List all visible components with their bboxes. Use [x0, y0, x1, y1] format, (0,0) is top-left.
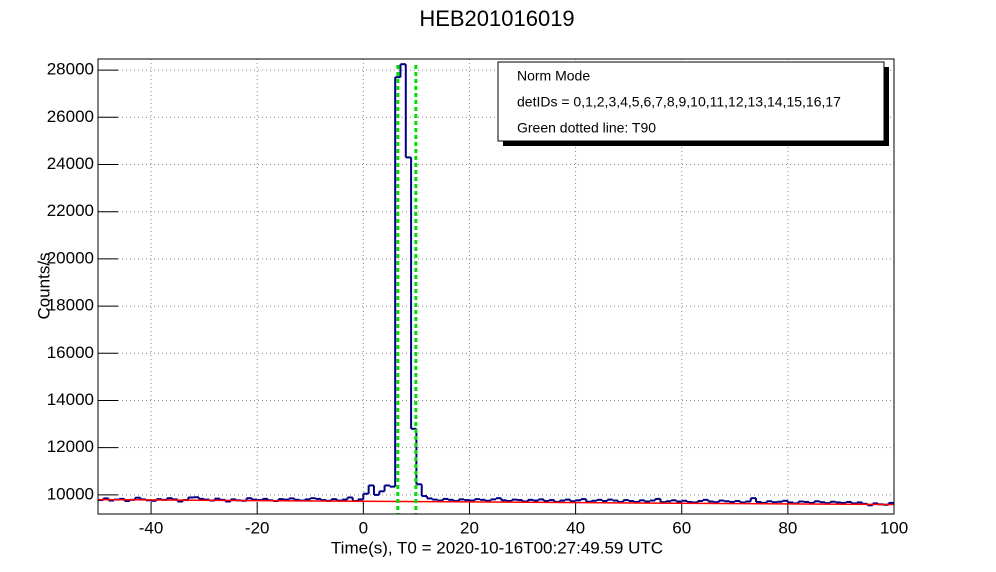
y-tick-label: 14000 — [47, 390, 94, 409]
legend-entry: detIDs = 0,1,2,3,4,5,6,7,8,9,10,11,12,13… — [517, 94, 841, 110]
chart-title: HEB201016019 — [419, 6, 574, 31]
x-tick-label: 20 — [460, 518, 479, 537]
x-axis-label: Time(s), T0 = 2020-10-16T00:27:49.59 UTC — [331, 538, 663, 557]
x-tick-label: 0 — [359, 518, 368, 537]
y-tick-label: 18000 — [47, 296, 94, 315]
y-tick-label: 22000 — [47, 201, 94, 220]
y-axis-label: Counts/s — [34, 252, 53, 319]
y-tick-label: 10000 — [47, 484, 94, 503]
x-tick-label: 60 — [672, 518, 691, 537]
x-tick-label: 40 — [566, 518, 585, 537]
y-tick-label: 28000 — [47, 60, 94, 79]
x-tick-label: -20 — [245, 518, 270, 537]
legend-box — [497, 61, 885, 142]
y-tick-label: 26000 — [47, 107, 94, 126]
x-tick-label: 100 — [880, 518, 908, 537]
y-tick-label: 16000 — [47, 343, 94, 362]
y-tick-label: 24000 — [47, 154, 94, 173]
x-tick-label: 80 — [778, 518, 797, 537]
legend-entry: Norm Mode — [517, 68, 590, 84]
background-fit — [97, 498, 895, 506]
legend-entry: Green dotted line: T90 — [517, 120, 656, 136]
y-tick-label: 12000 — [47, 437, 94, 456]
y-tick-label: 20000 — [47, 248, 94, 267]
plot-frame — [97, 58, 895, 515]
x-tick-label: -40 — [139, 518, 164, 537]
